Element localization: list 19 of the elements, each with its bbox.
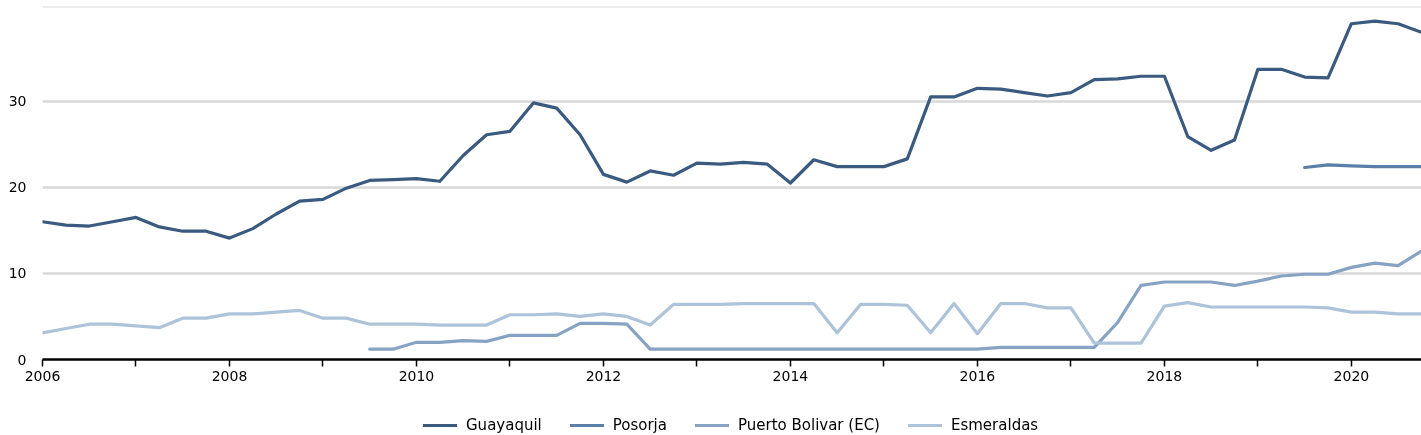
- legend-label: Puerto Bolivar (EC): [737, 416, 880, 434]
- x-tick-label: 2008: [211, 367, 248, 384]
- line-series: [42, 19, 1421, 240]
- x-tick-label: 2020: [1333, 367, 1370, 384]
- x-tick-label: 2012: [585, 367, 622, 384]
- legend-label: Guayaquil: [466, 416, 542, 434]
- x-tick-label: 2006: [24, 367, 61, 384]
- y-tick-label: 20: [8, 179, 27, 196]
- legend-label: Posorja: [612, 416, 667, 434]
- y-tick-label: 30: [8, 93, 27, 110]
- x-tick-label: 2018: [1146, 367, 1183, 384]
- y-tick-label: 10: [8, 265, 27, 282]
- line-series: [368, 249, 1421, 351]
- x-tick-label: 2016: [959, 367, 996, 384]
- legend-label: Esmeraldas: [950, 416, 1039, 434]
- line-series: [42, 301, 1421, 345]
- x-tick-label: 2014: [772, 367, 809, 384]
- x-tick-label: 2010: [398, 367, 435, 384]
- y-tick-label: 0: [17, 351, 27, 368]
